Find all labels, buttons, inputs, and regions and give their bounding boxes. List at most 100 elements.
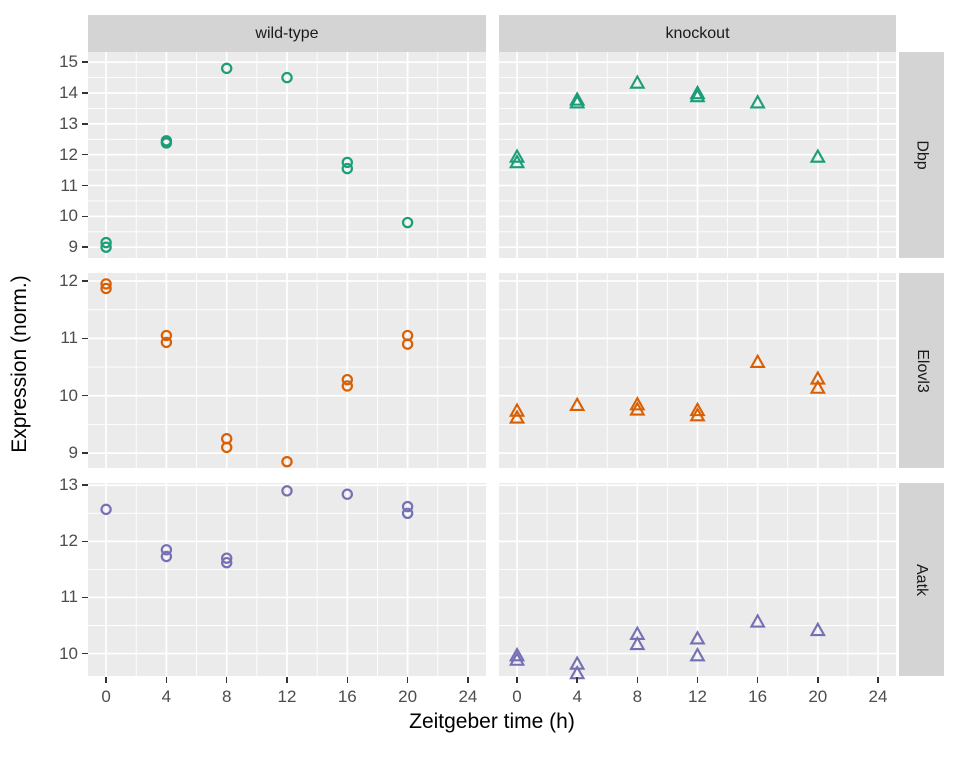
data-points xyxy=(100,278,414,468)
data-point-circle xyxy=(100,278,112,290)
x-axis-title: Zeitgeber time (h) xyxy=(409,710,575,733)
y-tick-label: 10 xyxy=(59,206,78,226)
y-axis-title: Expression (norm.) xyxy=(8,275,31,453)
y-tick-label: 14 xyxy=(59,83,78,102)
x-tick-mark xyxy=(817,677,819,683)
x-tick-mark xyxy=(286,677,288,683)
data-point-triangle xyxy=(508,409,526,424)
data-point-circle xyxy=(100,236,112,249)
facet-strip-elovl3-label: Elovl3 xyxy=(913,348,931,393)
y-tick-mark xyxy=(82,452,88,454)
data-point-circle xyxy=(341,380,354,392)
data-point-circle xyxy=(220,552,233,564)
data-point-triangle xyxy=(749,94,766,109)
data-point-circle xyxy=(100,241,112,253)
y-tick-mark xyxy=(82,394,88,397)
y-tick-label: 11 xyxy=(60,175,78,195)
data-points xyxy=(100,485,414,569)
y-tick-label: 11 xyxy=(60,587,78,607)
y-tick-label: 13 xyxy=(59,475,78,495)
x-tick-mark xyxy=(756,677,759,683)
y-tick-mark xyxy=(82,652,88,655)
x-tick-mark xyxy=(636,677,639,683)
x-tick-mark xyxy=(576,677,578,683)
y-tick-label: 10 xyxy=(59,643,78,663)
facet-strip-elovl3: Elovl3 xyxy=(899,273,944,468)
panel-knockout-Aatk xyxy=(499,483,896,680)
facet-strip-aatk-label: Aatk xyxy=(913,563,931,596)
data-point-circle xyxy=(100,282,112,295)
gridlines xyxy=(88,273,486,468)
panel-wild-type-Elovl3 xyxy=(88,273,486,468)
data-point-triangle xyxy=(508,651,526,666)
data-point-triangle xyxy=(689,630,706,645)
data-point-circle xyxy=(220,441,233,454)
x-tick-label: 0 xyxy=(101,687,111,706)
y-tick-mark xyxy=(82,123,88,125)
y-tick-label: 12 xyxy=(59,144,78,164)
data-point-triangle xyxy=(629,635,646,651)
data-point-circle xyxy=(220,556,233,569)
panel-knockout-Elovl3 xyxy=(499,273,896,468)
data-point-circle xyxy=(160,336,173,349)
x-tick-label: 24 xyxy=(868,687,888,706)
facet-strip-dbp: Dbp xyxy=(899,52,944,258)
y-tick-mark xyxy=(82,280,88,282)
x-tick-label: 16 xyxy=(748,687,768,706)
data-point-triangle xyxy=(689,646,706,662)
data-point-circle xyxy=(341,488,354,500)
y-tick-label: 12 xyxy=(59,271,78,291)
x-tick-mark xyxy=(516,677,518,683)
x-tick-mark xyxy=(406,677,409,683)
y-tick-mark xyxy=(82,61,88,63)
data-point-circle xyxy=(341,373,354,386)
data-point-triangle xyxy=(629,401,646,416)
gridlines xyxy=(88,483,486,676)
data-point-triangle xyxy=(689,406,706,422)
x-tick-label: 20 xyxy=(808,687,828,706)
x-tick-label: 16 xyxy=(337,687,357,706)
x-tick-label: 4 xyxy=(572,687,582,706)
data-point-triangle xyxy=(569,396,586,412)
y-tick-mark xyxy=(82,540,88,543)
data-points xyxy=(508,613,826,680)
data-point-circle xyxy=(281,71,293,84)
data-point-circle xyxy=(401,507,414,519)
x-tick-label: 4 xyxy=(161,687,172,706)
x-tick-label: 12 xyxy=(688,687,707,706)
y-tick-mark xyxy=(82,484,88,486)
data-point-triangle xyxy=(809,379,826,394)
data-point-circle xyxy=(220,62,233,75)
data-points xyxy=(508,74,826,169)
data-point-triangle xyxy=(569,94,586,109)
data-point-circle xyxy=(160,544,173,556)
panel-wild-type-Dbp xyxy=(88,52,486,258)
data-point-circle xyxy=(160,137,173,149)
gridlines xyxy=(499,52,896,258)
x-tick-mark xyxy=(105,677,107,683)
y-tick-mark xyxy=(82,215,88,218)
facet-strip-wild-type: wild-type xyxy=(88,15,486,52)
x-tick-mark xyxy=(467,677,469,683)
x-tick-label: 0 xyxy=(512,687,522,706)
x-tick-label: 24 xyxy=(458,687,478,706)
data-point-circle xyxy=(281,455,293,468)
y-tick-mark xyxy=(82,337,88,340)
y-tick-label: 12 xyxy=(59,531,78,551)
data-point-circle xyxy=(281,485,293,497)
y-tick-mark xyxy=(82,153,88,156)
y-tick-label: 10 xyxy=(59,385,78,405)
x-tick-mark xyxy=(877,677,879,683)
y-tick-label: 9 xyxy=(68,237,78,257)
y-tick-mark xyxy=(82,596,88,599)
data-points xyxy=(508,353,826,424)
x-tick-mark xyxy=(346,677,349,683)
panel-wild-type-Aatk xyxy=(88,483,486,676)
gridlines xyxy=(499,483,896,676)
x-tick-label: 8 xyxy=(221,687,232,706)
data-point-circle xyxy=(341,156,354,169)
data-point-circle xyxy=(401,500,414,513)
data-point-triangle xyxy=(689,87,706,103)
data-point-circle xyxy=(100,503,112,516)
data-point-triangle xyxy=(629,396,646,411)
